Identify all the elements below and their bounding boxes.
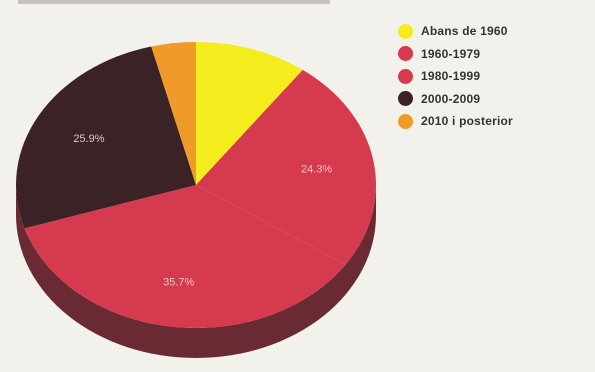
chart-legend: Abans de 1960 1960-1979 1980-1999 2000-2… — [398, 20, 513, 133]
pie-side-group — [16, 185, 376, 358]
pie-slice — [196, 69, 376, 265]
pie-slice — [24, 185, 346, 329]
slice-label: 25.9% — [73, 133, 104, 145]
cropped-title-remnant — [18, 0, 330, 4]
pie-slice — [151, 42, 196, 185]
pie-slices-group — [15, 42, 376, 329]
legend-label: 1980-1999 — [421, 69, 481, 84]
pie-side — [16, 185, 376, 358]
slice-label: 35.7% — [163, 276, 194, 288]
legend-label: 2000-2009 — [421, 91, 481, 106]
legend-item: Abans de 1960 — [398, 20, 513, 43]
legend-swatch — [398, 113, 413, 129]
legend-label: Abans de 1960 — [421, 24, 508, 39]
legend-label: 2010 i posterior — [421, 114, 513, 129]
pie-labels-group: 24.3% 35.7% 25.9% — [73, 133, 332, 288]
legend-item: 1960-1979 — [398, 43, 513, 66]
legend-swatch — [398, 46, 413, 62]
legend-swatch — [398, 91, 413, 107]
legend-item: 2010 i posterior — [398, 110, 513, 133]
legend-item: 1980-1999 — [398, 65, 513, 88]
slice-label: 24.3% — [301, 163, 332, 175]
pie-slice — [15, 46, 197, 229]
legend-item: 2000-2009 — [398, 88, 513, 111]
legend-swatch — [398, 23, 413, 39]
pie-slice — [196, 42, 303, 185]
legend-label: 1960-1979 — [421, 46, 481, 61]
legend-swatch — [398, 68, 413, 84]
